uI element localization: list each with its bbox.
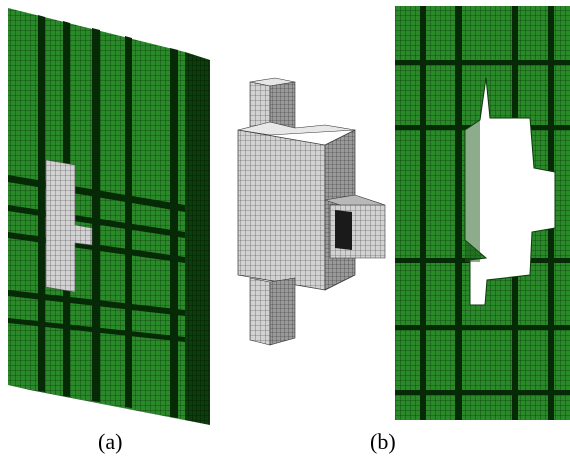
caption-a: (a) bbox=[98, 429, 123, 454]
panel-a-gray-insert bbox=[45, 159, 93, 293]
panel-a bbox=[8, 8, 210, 425]
gray-submodel-front bbox=[237, 129, 326, 291]
gray-submodel bbox=[237, 77, 386, 346]
caption-b: (b) bbox=[370, 429, 396, 454]
panel-b bbox=[395, 6, 570, 420]
panel-a-side bbox=[185, 52, 210, 425]
